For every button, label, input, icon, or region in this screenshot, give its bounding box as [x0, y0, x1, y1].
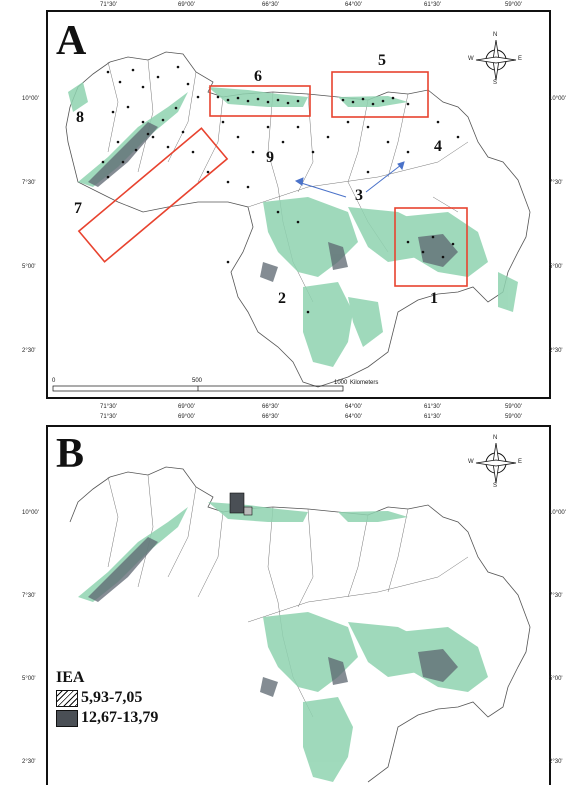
lat-tick: 7°30' — [22, 180, 36, 186]
region-label-7: 7 — [74, 200, 82, 217]
compass-e: E — [518, 459, 523, 465]
lat-tick: 2°30' — [22, 759, 36, 765]
scale-unit: Kilometers — [350, 380, 379, 386]
scale-start: 0 — [52, 378, 56, 384]
lon-tick: 71°30' — [100, 414, 117, 420]
compass-icon — [475, 39, 517, 81]
lon-tick: 69°00' — [178, 414, 195, 420]
region-label-6: 6 — [254, 68, 262, 85]
lat-tick: 5°00' — [22, 676, 36, 682]
iea-legend: IEA 5,93-7,05 12,67-13,79 — [56, 669, 186, 727]
region-label-8: 8 — [76, 109, 84, 126]
lon-tick: 61°30' — [424, 404, 441, 410]
iea-cells — [229, 492, 253, 516]
legend-label: 12,67-13,79 — [81, 709, 159, 726]
region-label-5: 5 — [378, 52, 386, 69]
habitat-green-patches — [68, 82, 518, 367]
lon-tick: 64°00' — [345, 404, 362, 410]
scale-bar — [52, 385, 344, 392]
lon-tick: 66°30' — [262, 414, 279, 420]
lat-tick: 5°00' — [549, 264, 563, 270]
state-boundaries — [107, 474, 469, 718]
compass-rose-a: N S E W — [468, 32, 524, 88]
region-label-2: 2 — [278, 290, 286, 307]
panel-letter-a: A — [56, 18, 87, 64]
map-panel-a: A 1 2 3 4 5 6 7 8 9 N S E W 0 500 1000 K… — [46, 10, 551, 399]
legend-item-dark: 12,67-13,79 — [56, 709, 186, 727]
hatched-swatch-icon — [56, 689, 78, 707]
blue-arrows — [294, 161, 405, 198]
habitat-green-patches — [78, 502, 488, 782]
legend-item-hatched: 5,93-7,05 — [56, 689, 186, 707]
legend-label: 5,93-7,05 — [81, 689, 143, 706]
lat-tick: 10°00' — [22, 510, 39, 516]
lon-tick: 71°30' — [100, 2, 117, 8]
lon-tick: 69°00' — [178, 404, 195, 410]
iea-cell-dark — [229, 492, 245, 514]
highlight-box-1 — [394, 207, 468, 287]
dark-swatch-icon — [56, 709, 78, 727]
lat-tick: 7°30' — [22, 593, 36, 599]
lat-tick: 10°00' — [22, 96, 39, 102]
country-outline — [69, 466, 531, 783]
lon-tick: 71°30' — [100, 404, 117, 410]
compass-s: S — [493, 80, 498, 86]
lon-tick: 59°00' — [505, 414, 522, 420]
region-label-4: 4 — [434, 138, 442, 155]
compass-s: S — [493, 483, 498, 489]
legend-title: IEA — [56, 669, 85, 686]
lat-tick: 5°00' — [549, 676, 563, 682]
lon-tick: 69°00' — [178, 2, 195, 8]
lon-tick: 66°30' — [262, 404, 279, 410]
scale-mid: 500 — [192, 378, 203, 384]
compass-n: N — [493, 435, 498, 441]
compass-rose-b: N S E W — [468, 435, 524, 491]
region-label-1: 1 — [430, 290, 438, 307]
highlight-box-5 — [331, 71, 429, 118]
iea-cell-light — [243, 506, 253, 516]
highland-gray-patches — [88, 537, 458, 697]
compass-w: W — [468, 459, 474, 465]
panel-letter-b: B — [56, 431, 85, 477]
lat-tick: 10°00' — [549, 96, 566, 102]
lat-tick: 2°30' — [22, 348, 36, 354]
map-b-svg — [69, 466, 531, 783]
lat-tick: 2°30' — [549, 759, 563, 765]
lat-tick: 10°00' — [549, 510, 566, 516]
highlight-boxes — [77, 71, 468, 287]
lat-tick: 5°00' — [22, 264, 36, 270]
lon-tick: 64°00' — [345, 2, 362, 8]
lon-tick: 59°00' — [505, 404, 522, 410]
lon-tick: 61°30' — [424, 2, 441, 8]
lon-tick: 61°30' — [424, 414, 441, 420]
highland-gray-patches — [88, 122, 458, 282]
lat-tick: 2°30' — [549, 348, 563, 354]
region-label-3: 3 — [355, 187, 363, 204]
lat-tick: 7°30' — [549, 180, 563, 186]
highlight-box-6 — [209, 85, 311, 117]
map-a-svg — [52, 51, 531, 392]
compass-n: N — [493, 32, 498, 38]
occurrence-dots — [101, 65, 460, 314]
lon-tick: 59°00' — [505, 2, 522, 8]
lon-tick: 64°00' — [345, 414, 362, 420]
compass-w: W — [468, 56, 474, 62]
region-label-9: 9 — [266, 149, 274, 166]
scale-end: 1000 — [334, 380, 348, 386]
highlight-box-7 — [77, 127, 229, 263]
lon-tick: 66°30' — [262, 2, 279, 8]
lat-tick: 7°30' — [549, 593, 563, 599]
compass-icon — [475, 442, 517, 484]
compass-e: E — [518, 56, 523, 62]
map-panel-b: B N S E W — [46, 425, 551, 785]
